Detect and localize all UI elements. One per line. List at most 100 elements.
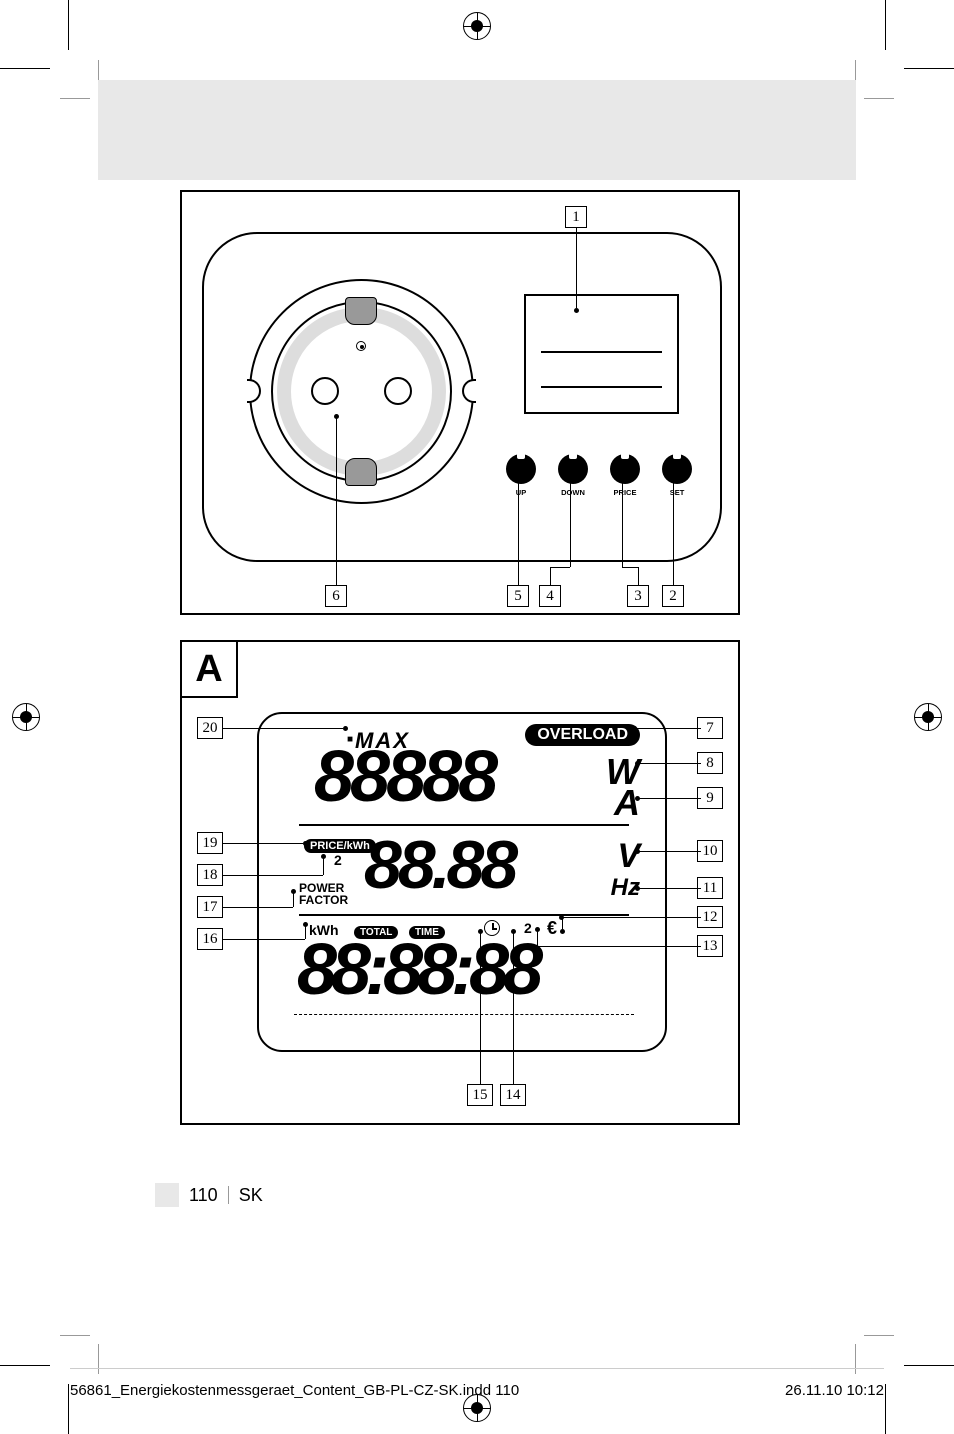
callout-line (550, 567, 570, 568)
callout-line (223, 875, 323, 876)
callout-19: 19 (197, 832, 223, 854)
page-footer: 110 SK (155, 1183, 263, 1207)
callout-line (638, 798, 701, 799)
callout-16: 16 (197, 928, 223, 950)
callout-15: 15 (467, 1084, 493, 1106)
callout-dot (535, 927, 540, 932)
display-divider (541, 351, 662, 353)
callout-dot (303, 841, 308, 846)
callout-line (638, 851, 701, 852)
callout-line (223, 907, 293, 908)
callout-line (638, 567, 639, 585)
trim-mark (864, 1335, 894, 1336)
callout-line (323, 857, 324, 875)
socket-screw (356, 341, 366, 351)
callout-line (673, 477, 674, 585)
mid-digits: 88.88 (364, 826, 514, 904)
callout-line (513, 932, 514, 1084)
overload-label: OVERLOAD (525, 724, 640, 746)
callout-2: 2 (662, 585, 684, 607)
callout-line (223, 939, 305, 940)
display-panel (524, 294, 679, 414)
callout-line (638, 888, 701, 889)
price-button[interactable]: PRICE (610, 454, 640, 497)
callout-dot (635, 796, 640, 801)
bottom-digits: 88:88:88 (297, 929, 537, 1011)
callout-line (480, 932, 481, 1084)
price-sub: 2 (334, 852, 342, 868)
callout-dot (635, 849, 640, 854)
crop-mark (904, 1365, 954, 1366)
callout-dot (635, 886, 640, 891)
content-area: UP DOWN PRICE SET (155, 190, 765, 1150)
callout-4: 4 (539, 585, 561, 607)
callout-dot (635, 761, 640, 766)
callout-line (562, 917, 701, 918)
trim-mark (855, 1344, 856, 1374)
euro-symbol: € (547, 918, 557, 939)
callout-14: 14 (500, 1084, 526, 1106)
callout-line (223, 843, 303, 844)
trim-mark (864, 98, 894, 99)
crop-mark (885, 1384, 886, 1434)
unit-a: A (614, 782, 640, 824)
callout-dot (560, 929, 565, 934)
down-button[interactable]: DOWN (558, 454, 588, 497)
trim-mark (98, 1344, 99, 1374)
callout-line (562, 917, 563, 929)
callout-line (293, 892, 294, 907)
callout-18: 18 (197, 864, 223, 886)
trim-mark (60, 98, 90, 99)
callout-line (622, 567, 638, 568)
callout-line (550, 567, 551, 585)
main-digits: 88888 (314, 736, 494, 818)
registration-mark (12, 703, 40, 731)
lcd-dashed (294, 1014, 634, 1015)
callout-dot (343, 726, 348, 731)
set-button[interactable]: SET (662, 454, 692, 497)
unit-v: V (617, 837, 640, 876)
callout-dot (478, 929, 483, 934)
page-number: 110 (189, 1185, 218, 1206)
callout-line (635, 728, 701, 729)
callout-1: 1 (565, 206, 587, 228)
footer-divider (228, 1186, 229, 1204)
footer-box (155, 1183, 179, 1207)
callout-dot (620, 474, 625, 479)
trim-mark (60, 1335, 90, 1336)
page-header (98, 80, 856, 180)
button-row: UP DOWN PRICE SET (506, 454, 692, 497)
timestamp-text: 26.11.10 10:12 (785, 1382, 884, 1399)
callout-line (518, 477, 519, 585)
callout-line (537, 930, 538, 946)
crop-mark (68, 1384, 69, 1434)
crop-mark (0, 68, 50, 69)
device-body: UP DOWN PRICE SET (202, 232, 722, 562)
power-socket (249, 279, 474, 504)
panel-label-a: A (180, 640, 238, 698)
ground-pin (345, 297, 377, 325)
crop-mark (904, 68, 954, 69)
crop-mark (0, 1365, 50, 1366)
callout-dot (632, 726, 637, 731)
callout-line (223, 728, 343, 729)
display-divider (541, 386, 662, 388)
callout-dot (516, 474, 521, 479)
callout-dot (671, 474, 676, 479)
lcd-diagram: A ■MAX OVERLOAD 88888 W A PRICE/kWh (180, 640, 740, 1125)
up-button[interactable]: UP (506, 454, 536, 497)
power-factor-label: POWER FACTOR (299, 882, 348, 906)
callout-6: 6 (325, 585, 347, 607)
callout-dot (511, 929, 516, 934)
crop-mark (885, 0, 886, 50)
callout-line (537, 946, 701, 947)
callout-line (336, 417, 337, 585)
filename-text: 56861_Energiekostenmessgeraet_Content_GB… (70, 1382, 519, 1399)
callout-line (622, 477, 623, 567)
socket-inner-ring (271, 301, 452, 482)
ground-pin (345, 458, 377, 486)
callout-line (570, 477, 571, 567)
socket-hole (311, 377, 339, 405)
socket-hole (384, 377, 412, 405)
callout-dot (321, 854, 326, 859)
